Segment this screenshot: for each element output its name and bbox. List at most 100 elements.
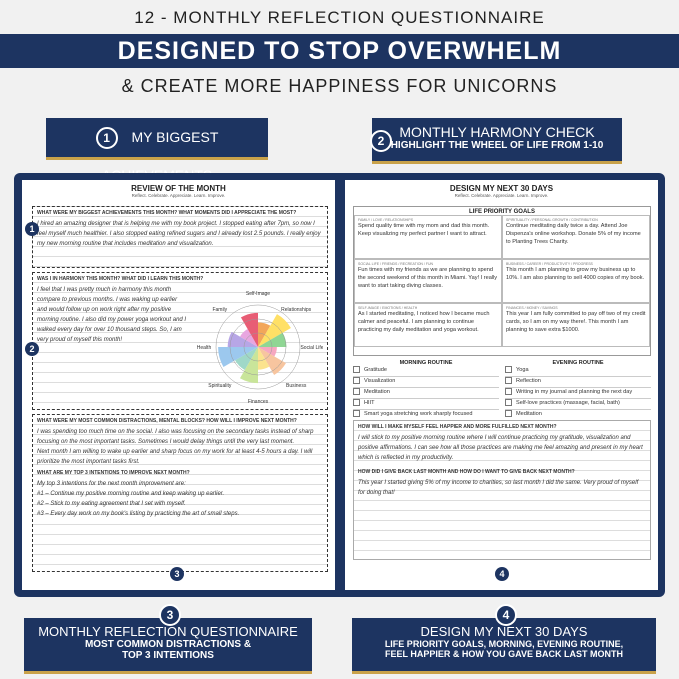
routine-item: Reflection	[505, 377, 651, 388]
page-title: DESIGN MY NEXT 30 DAYS	[449, 184, 554, 193]
goals-grid: FAMILY / LOVE / RELATIONSHIPS Spend quali…	[354, 215, 650, 347]
goal-box: FINANCES / MONEY / SAVINGS This year I am…	[502, 303, 650, 347]
section: WAS I IN HARMONY THIS MONTH? WHAT DID I …	[32, 272, 328, 410]
wheel-sector	[258, 347, 277, 357]
callout-number: 2	[370, 130, 392, 152]
goal-label: FINANCES / MONEY / SAVINGS	[506, 306, 558, 310]
wheel-label: Family	[212, 307, 227, 313]
wheel-of-life: Self-Image Relationships Social Life Busine…	[197, 291, 323, 405]
question: HOW WILL I MAKE MYSELF FEEL HAPPIER AND …	[358, 424, 557, 430]
routine-item: Meditation	[353, 388, 499, 399]
goal-label: SPIRITUALITY / PERSONAL GROWTH / CONTRIB…	[506, 218, 598, 222]
answer: #3 – Every day work on my book's listing…	[37, 511, 240, 517]
banner: DESIGNED TO STOP OVERWHELM	[0, 34, 679, 68]
wheel-sector	[218, 347, 258, 367]
goal-text: This year I am fully committed to pay of…	[506, 311, 646, 333]
callout-title: MONTHLY HARMONY CHECK	[399, 124, 595, 140]
routine-item: Yoga	[505, 366, 651, 377]
callout-number: 1	[95, 127, 118, 149]
answer: This year I started giving 5% of my inco…	[358, 480, 639, 496]
page-subtitle: Reflect. Celebrate. Appreciate. Learn. I…	[131, 193, 226, 198]
wheel-label: Self-Image	[246, 291, 270, 297]
callout-number: 3	[159, 604, 181, 626]
goal-label: SOCIAL LIFE / FRIENDS / RECREATION / FUN	[358, 262, 434, 266]
right-page: DESIGN MY NEXT 30 DAYS Reflect. Celebrat…	[345, 180, 658, 590]
wheel-ring	[215, 304, 301, 390]
answer: I feel that I was pretty much in harmony…	[37, 287, 187, 343]
section: WHAT WERE MY MOST COMMON DISTRACTIONS, M…	[32, 414, 328, 572]
callout-number: 4	[495, 604, 517, 626]
goal-label: SELF-IMAGE / EMOTIONS / HEALTH	[358, 306, 418, 310]
goals-title: LIFE PRIORITY GOALS	[469, 209, 535, 215]
routine-item: Self-love practices (massage, facial, ba…	[505, 399, 651, 410]
answer: I will stick to my positive morning rout…	[358, 435, 643, 461]
routine-item: Gratitude	[353, 366, 499, 377]
question: WHAT WERE MY MOST COMMON DISTRACTIONS, M…	[37, 418, 297, 424]
wheel-sector	[258, 314, 291, 347]
page-title: REVIEW OF THE MONTH	[131, 184, 226, 193]
question: WHAT ARE MY TOP 3 INTENTIONS TO IMPROVE …	[37, 470, 190, 476]
question: WHAT WERE MY BIGGEST ACHIEVEMENTS THIS M…	[37, 210, 297, 216]
wheel-label: Finances	[248, 399, 269, 405]
goal-text: Fun times with my friends as we are plan…	[358, 267, 498, 289]
goal-text: As I started meditating, I noticed how I…	[358, 311, 490, 333]
callout: 4 DESIGN MY NEXT 30 DAYS LIFE PRIORITY G…	[352, 604, 656, 674]
callout: 1 MY BIGGEST ACHIEVEMENTS	[46, 118, 268, 183]
goal-box: BUSINESS / CAREER / PRODUCTIVITY / PROGR…	[502, 259, 650, 303]
goal-label: FAMILY / LOVE / RELATIONSHIPS	[358, 218, 414, 222]
callout-line: MOST COMMON DISTRACTIONS &	[84, 639, 252, 650]
question: HOW DID I GIVE BACK LAST MONTH AND HOW D…	[358, 469, 575, 475]
header-line: & CREATE MORE HAPPINESS FOR UNICORNS	[121, 76, 558, 96]
routine-item: Visualization	[353, 377, 499, 388]
answer: I was spending too much time on the soci…	[37, 429, 314, 445]
goal-label: BUSINESS / CAREER / PRODUCTIVITY / PROGR…	[506, 262, 593, 266]
wheel-label: Spirituality	[208, 383, 232, 389]
goal-box: SPIRITUALITY / PERSONAL GROWTH / CONTRIB…	[502, 215, 650, 259]
callout-line: TOP 3 INTENTIONS	[122, 650, 214, 661]
marker: 1	[25, 222, 39, 236]
wheel-sector	[258, 332, 287, 347]
marker: 3	[170, 567, 184, 581]
routine-item: Writing in my journal and planning the n…	[505, 388, 651, 399]
wheel-sector	[258, 322, 271, 347]
wheel-sector	[258, 347, 270, 370]
routine-title: EVENING ROUTINE	[552, 360, 604, 366]
callout: 2 MONTHLY HARMONY CHECK HIGHLIGHT THE WH…	[370, 118, 622, 164]
wheel-label: Relationships	[281, 307, 312, 313]
wheel-sector	[239, 347, 258, 384]
callout-title: MONTHLY REFLECTION QUESTIONNAIRE	[38, 624, 298, 639]
evening-routine: EVENING ROUTINE Yoga Reflection Writing in…	[505, 360, 651, 421]
goals-panel: LIFE PRIORITY GOALS FAMILY / LOVE / RELA…	[353, 206, 651, 356]
wheel-sector	[227, 331, 258, 347]
callout-subtitle: HIGHLIGHT THE WHEEL OF LIFE FROM 1-10	[390, 140, 604, 151]
page-subtitle: Reflect. Celebrate. Appreciate. Learn. I…	[454, 193, 549, 198]
answer: Next month I am willing to wake up earli…	[37, 449, 313, 465]
wheel-ring	[229, 318, 287, 376]
goal-box: SELF-IMAGE / EMOTIONS / HEALTH As I start…	[354, 303, 502, 347]
morning-routine: MORNING ROUTINE Gratitude Visualization Me…	[353, 360, 499, 421]
answer: My top 3 intentions for the next month i…	[37, 481, 186, 487]
routine-title: MORNING ROUTINE	[399, 360, 453, 366]
routine-item: HIIT	[353, 399, 499, 410]
header-line: 12 - MONTHLY REFLECTION QUESTIONNAIRE	[134, 8, 545, 27]
question: WAS I IN HARMONY THIS MONTH? WHAT DID I …	[37, 276, 204, 282]
answer: #1 – Continue my positive morning routin…	[37, 491, 225, 497]
wheel-sector	[235, 347, 258, 370]
wheel-sector	[258, 347, 286, 375]
goal-box: FAMILY / LOVE / RELATIONSHIPS Spend quali…	[354, 215, 502, 259]
answer: #2 – Stick to my eating agreement that I…	[37, 501, 186, 507]
wheel-label: Health	[197, 345, 212, 351]
marker: 2	[25, 342, 39, 356]
callout-line: LIFE PRIORITY GOALS, MORNING, EVENING RO…	[384, 639, 624, 649]
callout-title: DESIGN MY NEXT 30 DAYS	[420, 624, 588, 639]
goal-text: This month I am planning to grow my busi…	[506, 267, 645, 281]
wheel-sector	[240, 312, 258, 347]
goal-text: Spend quality time with my mom and dad t…	[358, 223, 490, 237]
wheel-label: Business	[286, 383, 307, 389]
wheel-ring	[243, 332, 273, 362]
goal-text: Continue meditating daily twice a day. A…	[506, 223, 641, 245]
goal-box: SOCIAL LIFE / FRIENDS / RECREATION / FUN…	[354, 259, 502, 303]
left-page: REVIEW OF THE MONTH Reflect. Celebrate. …	[22, 180, 335, 590]
wheel-label: Social Life	[300, 345, 323, 351]
